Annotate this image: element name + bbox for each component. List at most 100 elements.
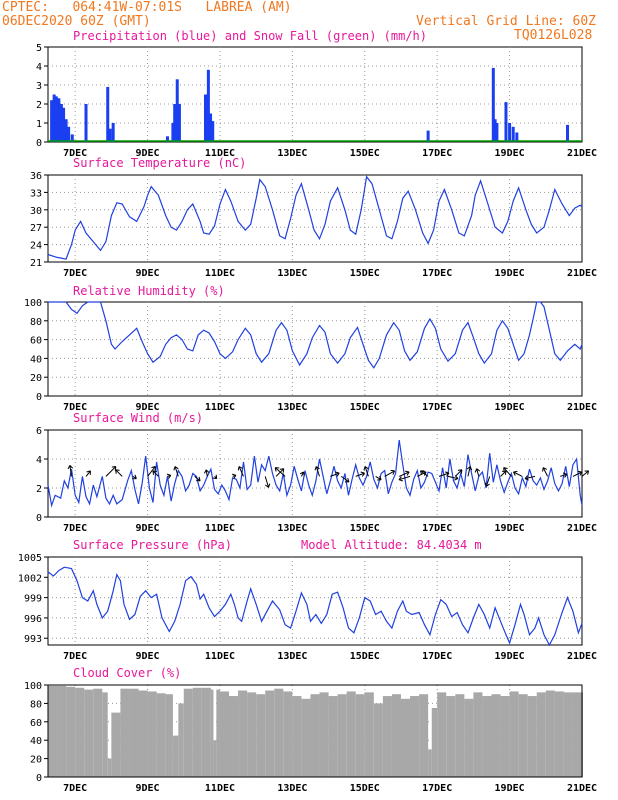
panel-title: Surface Wind (m/s) — [73, 411, 203, 425]
y-tick-label: 36 — [30, 171, 42, 182]
wind-arrow-head — [173, 466, 179, 471]
cloud-bar — [319, 692, 329, 777]
x-tick-label: 19DEC — [495, 148, 525, 159]
precip-bar — [108, 128, 112, 142]
series-line — [47, 566, 583, 647]
wind-arrow-head — [299, 471, 305, 477]
cloud-bar — [545, 690, 555, 777]
y-tick-label: 5 — [36, 43, 42, 54]
wind-arrow-head — [237, 466, 243, 471]
wind-arrow-head — [484, 482, 490, 487]
precip-bar — [515, 132, 519, 142]
cloud-bar — [75, 687, 85, 777]
panel-frame — [47, 429, 583, 518]
precip-bar — [175, 79, 179, 142]
panel-title: Surface Pressure (hPa) — [73, 538, 232, 552]
precip-bar — [511, 126, 515, 142]
wind-arrow — [500, 470, 507, 477]
x-tick-label: 21DEC — [567, 402, 597, 413]
y-tick-label: 1002 — [18, 573, 42, 584]
cloud-bar — [216, 689, 220, 777]
cloud-bar — [48, 685, 58, 777]
x-tick-label: 11DEC — [205, 148, 235, 159]
wind-arrow-head — [398, 476, 403, 482]
y-tick-label: 33 — [30, 188, 42, 199]
wind-arrow — [398, 471, 410, 477]
precip-bar — [206, 69, 210, 142]
wind-arrow — [542, 467, 549, 477]
x-tick-label: 11DEC — [205, 523, 235, 534]
wind-arrow — [330, 472, 340, 477]
y-tick-label: 3 — [36, 81, 42, 92]
cloud-bar — [120, 688, 130, 777]
wind-arrow-head — [279, 468, 285, 473]
wind-arrow — [560, 473, 568, 477]
wind-arrow-head — [314, 466, 320, 471]
wind-arrow — [105, 466, 117, 477]
x-tick-label: 11DEC — [205, 651, 235, 662]
precip-bar — [177, 104, 181, 142]
y-tick-label: 27 — [30, 223, 42, 234]
wind-arrow-head — [152, 470, 157, 475]
cloud-bar — [328, 696, 338, 777]
wind-arrow — [420, 470, 429, 477]
x-tick-label: 7DEC — [63, 402, 87, 413]
wind-arrow-head — [67, 465, 74, 470]
x-tick-label: 11DEC — [205, 402, 235, 413]
x-tick-label: 7DEC — [63, 148, 87, 159]
x-tick-label: 21DEC — [567, 783, 597, 794]
wind-arrow-head — [265, 483, 271, 488]
y-tick-label: 40 — [30, 354, 42, 365]
cloud-bar — [437, 692, 447, 777]
cloud-bar — [310, 694, 320, 777]
x-tick-label: 9DEC — [136, 651, 160, 662]
wind-arrow — [524, 475, 536, 480]
x-tick-label: 9DEC — [136, 783, 160, 794]
y-tick-label: 21 — [30, 258, 42, 269]
cloud-bar — [138, 690, 148, 777]
x-tick-label: 7DEC — [63, 268, 87, 279]
cloud-bar — [563, 692, 573, 777]
wind-arrow — [69, 465, 73, 477]
x-tick-label: 19DEC — [495, 651, 525, 662]
y-tick-label: 60 — [30, 718, 42, 729]
precip-bar — [50, 100, 54, 142]
wind-arrow — [572, 471, 582, 477]
x-tick-label: 7DEC — [63, 783, 87, 794]
wind-arrow-head — [377, 475, 382, 481]
wind-arrow — [364, 466, 369, 477]
cloud-bar — [238, 690, 248, 777]
x-tick-label: 9DEC — [136, 148, 160, 159]
wind-arrow — [194, 476, 201, 482]
wind-arrow-head — [577, 470, 583, 476]
cloud-bar — [464, 698, 474, 777]
cloud-bar — [93, 688, 103, 777]
wind-arrow-head — [474, 468, 481, 473]
precip-bar — [52, 94, 56, 142]
wind-arrow — [398, 475, 411, 481]
series-line — [47, 440, 583, 508]
cloud-bar — [265, 690, 275, 777]
cloud-bar — [446, 696, 456, 777]
wind-arrow-head — [584, 470, 590, 475]
cloud-bar — [129, 688, 139, 777]
wind-arrow — [476, 468, 480, 477]
cloud-bar — [364, 692, 374, 777]
wind-arrow — [205, 469, 208, 477]
series-line — [47, 175, 583, 260]
x-tick-label: 11DEC — [205, 268, 235, 279]
wind-arrow — [467, 466, 471, 477]
cloud-bar — [428, 749, 432, 777]
precip-bar — [209, 113, 213, 142]
cloud-bar — [247, 692, 257, 777]
precip-bar — [54, 96, 58, 142]
y-tick-label: 20 — [30, 373, 42, 384]
cloud-bar — [183, 688, 193, 777]
panel-annotation: Model Altitude: 84.4034 m — [301, 538, 482, 552]
y-tick-label: 0 — [36, 138, 42, 149]
precip-bar — [504, 102, 508, 142]
wind-arrow-head — [542, 467, 547, 472]
cloud-bar — [66, 686, 76, 777]
x-tick-label: 13DEC — [277, 783, 307, 794]
cloud-bar — [382, 696, 392, 777]
